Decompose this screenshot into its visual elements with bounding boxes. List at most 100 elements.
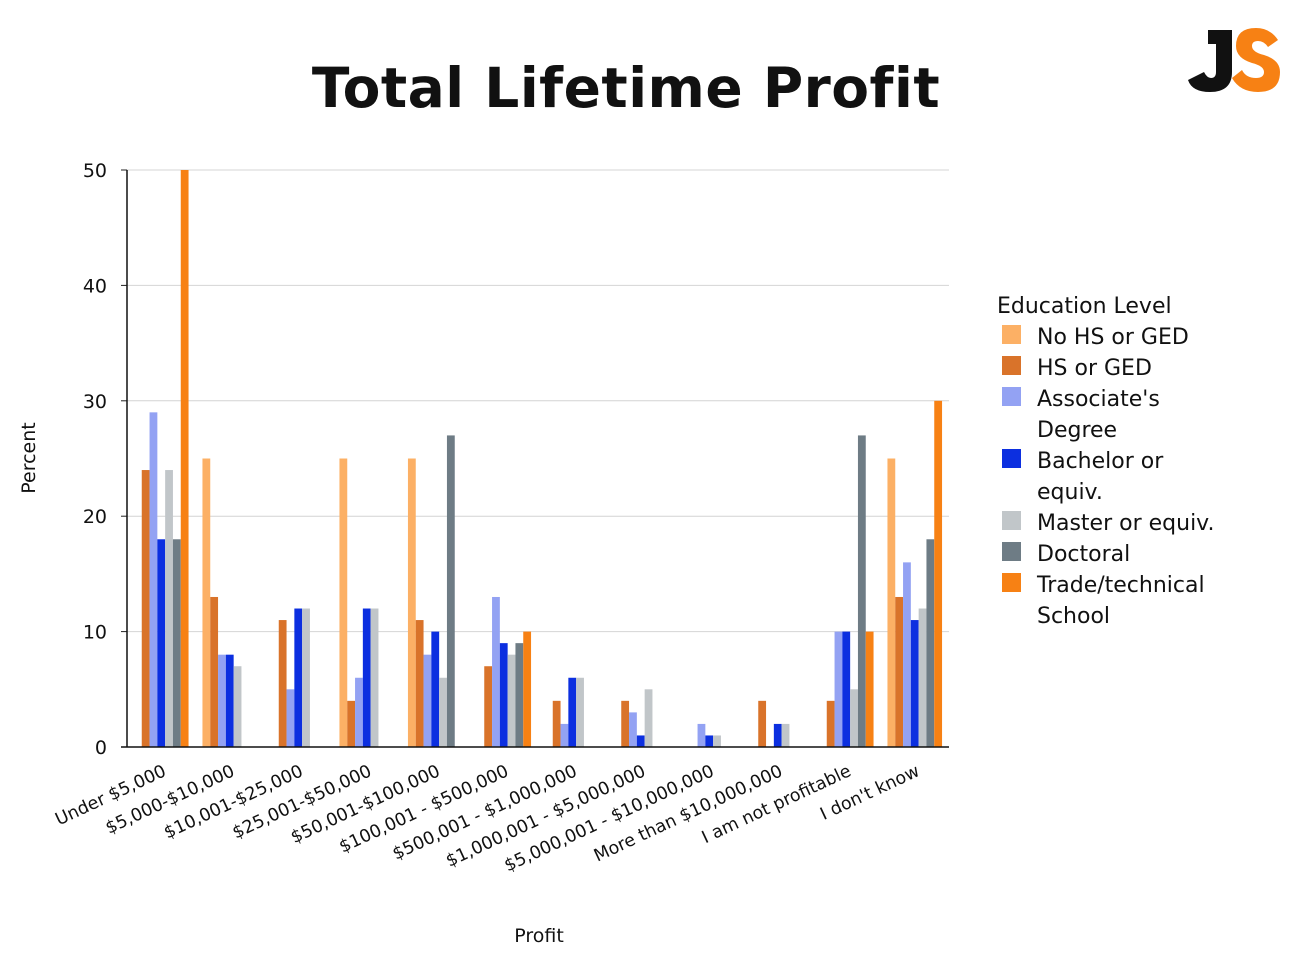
bar (842, 631, 851, 747)
y-tick-label: 50 (83, 160, 107, 182)
bar (499, 643, 508, 747)
bar (347, 700, 356, 747)
bar (355, 677, 363, 747)
bar (294, 608, 303, 747)
bar (446, 435, 455, 747)
y-tick-label: 10 (83, 622, 107, 644)
x-tick-label: $25,001-$50,000 (230, 761, 375, 843)
legend-label: No HS or GED (1037, 325, 1189, 350)
x-tick-label: $50,001-$100,000 (288, 761, 443, 848)
legend-label: Master or equiv. (1037, 511, 1214, 536)
x-tick-label: $5,000-$10,000 (103, 761, 238, 838)
legend-swatch (1002, 325, 1021, 344)
bar (507, 654, 516, 747)
logo-s-shape (1232, 28, 1280, 92)
bar (339, 458, 348, 747)
bar (636, 735, 645, 747)
x-axis-title: Profit (514, 925, 564, 947)
bar (887, 458, 896, 747)
legend-swatch (1002, 387, 1021, 406)
bar (492, 596, 500, 747)
bar (141, 470, 150, 747)
legend-swatch (1002, 449, 1021, 468)
bar (407, 458, 416, 747)
bar (705, 735, 714, 747)
legend-swatch (1002, 356, 1021, 375)
bar (834, 631, 843, 747)
bar (149, 412, 158, 747)
bar (758, 700, 767, 747)
bar (903, 562, 911, 747)
bar (629, 712, 637, 747)
bar (233, 666, 242, 747)
y-axis-title: Percent (18, 422, 40, 494)
bar (415, 620, 424, 747)
bar (523, 631, 532, 747)
bar (157, 539, 166, 747)
legend-label: Doctoral (1037, 542, 1130, 567)
x-tick-label: I am not profitable (699, 761, 855, 848)
legend-swatch (1002, 542, 1021, 561)
bar (165, 470, 173, 747)
y-tick-label: 0 (95, 737, 107, 759)
bar (202, 458, 211, 747)
bar (278, 620, 287, 747)
bar (850, 689, 858, 747)
legend-label: Trade/technical School (1036, 573, 1205, 629)
bar (697, 723, 706, 747)
bar (210, 596, 219, 747)
bar (934, 400, 943, 747)
logo-j-shape (1188, 30, 1232, 92)
bar (857, 435, 866, 747)
bar (423, 654, 432, 747)
bar (302, 608, 310, 747)
y-tick-label: 20 (83, 506, 107, 528)
x-tick-label: More than $10,000,000 (591, 761, 786, 866)
bar (576, 677, 584, 747)
bar (180, 170, 189, 747)
bar (926, 539, 935, 747)
bar (713, 735, 721, 747)
x-tick-label: I don't know (817, 761, 923, 824)
x-tick-label: $100,001 - $500,000 (336, 761, 512, 857)
bar (644, 689, 653, 747)
x-tick-label: $1,000,001 - $5,000,000 (443, 761, 649, 871)
legend-label: HS or GED (1037, 356, 1152, 381)
x-tick-label: $10,001-$25,000 (161, 761, 306, 843)
bar (370, 608, 379, 747)
y-tick-label: 40 (83, 275, 107, 297)
x-tick-label: $500,001 - $1,000,000 (390, 761, 581, 864)
x-tick-label: Under $5,000 (52, 761, 169, 830)
bar (621, 700, 630, 747)
legend-swatch (1002, 573, 1021, 592)
js-logo (1188, 28, 1280, 92)
bar (781, 723, 790, 747)
bar (218, 654, 226, 747)
bar (826, 700, 835, 747)
bar (552, 700, 561, 747)
legend-title: Education Level (997, 294, 1172, 319)
bar (172, 539, 181, 747)
bar (362, 608, 371, 747)
x-tick-label: $5,000,001 - $10,000,000 (501, 761, 717, 876)
bar (431, 631, 440, 747)
bar (515, 643, 524, 747)
bar (484, 666, 493, 747)
chart-title: Total Lifetime Profit (311, 56, 941, 120)
bar (910, 620, 919, 747)
bar (225, 654, 234, 747)
bar (865, 631, 874, 747)
legend-swatch (1002, 511, 1021, 530)
bar (895, 596, 904, 747)
bar (568, 677, 577, 747)
bar (918, 608, 927, 747)
bar (286, 689, 295, 747)
bar (560, 723, 569, 747)
bar (773, 723, 782, 747)
legend-label: Associate's Degree (1037, 387, 1160, 443)
y-tick-label: 30 (83, 391, 107, 413)
legend-label: Bachelor or equiv. (1037, 449, 1164, 505)
bar (439, 677, 447, 747)
